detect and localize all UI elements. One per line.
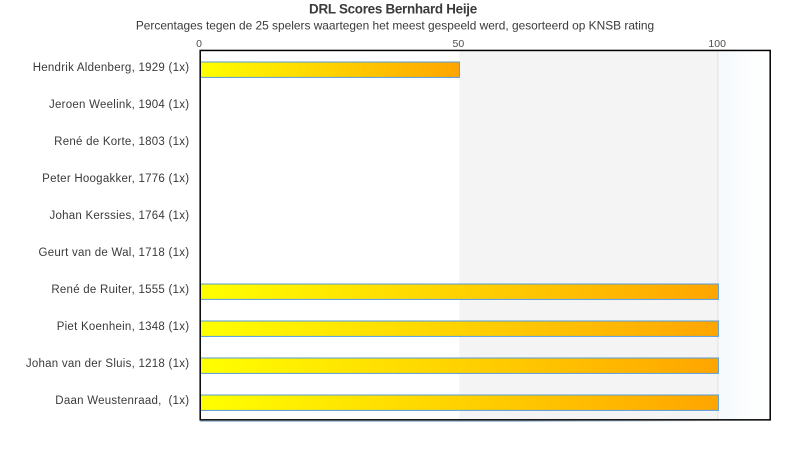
svg-text:Jeroen Weelink, 1904 (1x): Jeroen Weelink, 1904 (1x): [49, 99, 189, 111]
svg-text:Peter Hoogakker, 1776 (1x): Peter Hoogakker, 1776 (1x): [42, 173, 189, 185]
svg-text:Piet Koenhein, 1348 (1x): Piet Koenhein, 1348 (1x): [57, 321, 190, 333]
svg-text:Hendrik Aldenberg, 1929 (1x): Hendrik Aldenberg, 1929 (1x): [33, 62, 190, 74]
svg-text:0: 0: [196, 38, 202, 50]
svg-text:Geurt van de Wal, 1718 (1x): Geurt van de Wal, 1718 (1x): [39, 247, 190, 259]
svg-text:Johan Kerssies, 1764 (1x): Johan Kerssies, 1764 (1x): [49, 210, 189, 222]
svg-text:50: 50: [453, 38, 465, 50]
svg-text:100: 100: [708, 38, 726, 50]
svg-text:René de Ruiter, 1555 (1x): René de Ruiter, 1555 (1x): [51, 284, 189, 296]
svg-text:René de Korte, 1803 (1x): René de Korte, 1803 (1x): [54, 136, 189, 148]
svg-text:Percentages tegen de 25 speler: Percentages tegen de 25 spelers waartege…: [136, 18, 654, 32]
svg-text:DRL Scores Bernhard Heije: DRL Scores Bernhard Heije: [309, 2, 477, 17]
svg-text:Johan van der Sluis, 1218 (1x): Johan van der Sluis, 1218 (1x): [26, 358, 189, 370]
svg-text:Daan Weustenraad, (1x): Daan Weustenraad, (1x): [55, 395, 189, 407]
